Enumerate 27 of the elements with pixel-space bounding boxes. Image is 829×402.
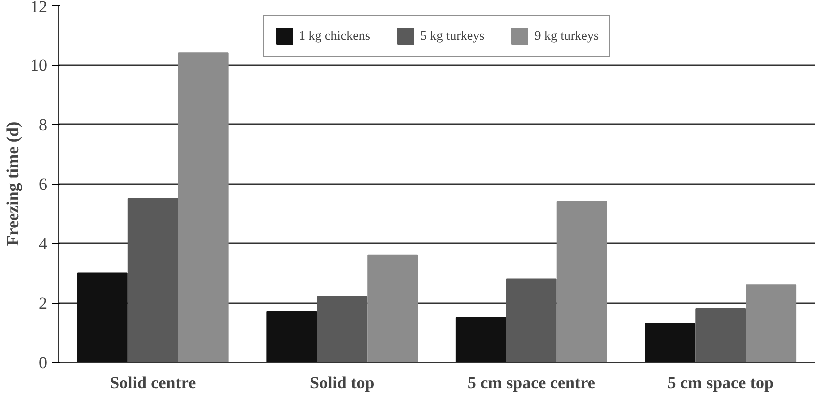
bar <box>746 284 797 362</box>
y-tick-label: 10 <box>30 56 48 75</box>
bar <box>645 323 696 362</box>
y-axis-title: Freezing time (d) <box>4 122 22 246</box>
y-tick-label: 2 <box>39 294 48 313</box>
legend-label: 5 kg turkeys <box>420 28 485 44</box>
bar <box>178 52 229 362</box>
x-tick-label: Solid top <box>310 374 375 392</box>
x-tick-label: Solid centre <box>110 374 197 392</box>
bar <box>128 198 178 362</box>
y-tick-label: 4 <box>39 234 48 254</box>
x-tick-label: 5 cm space top <box>668 374 774 392</box>
legend-label: 1 kg chickens <box>298 28 370 44</box>
bar <box>456 317 506 362</box>
y-tick-label: 6 <box>39 175 48 194</box>
bar <box>317 296 368 362</box>
bar <box>696 308 746 362</box>
bar <box>368 254 418 362</box>
y-tick-label: 8 <box>39 116 48 134</box>
bar <box>77 272 128 362</box>
bar <box>556 201 608 362</box>
bar <box>266 311 318 362</box>
y-tick-label: 12 <box>30 0 48 16</box>
legend-label: 9 kg turkeys <box>534 28 600 44</box>
x-tick-label: 5 cm space centre <box>468 374 596 392</box>
bar <box>506 278 557 362</box>
y-tick-label: 0 <box>39 354 48 372</box>
